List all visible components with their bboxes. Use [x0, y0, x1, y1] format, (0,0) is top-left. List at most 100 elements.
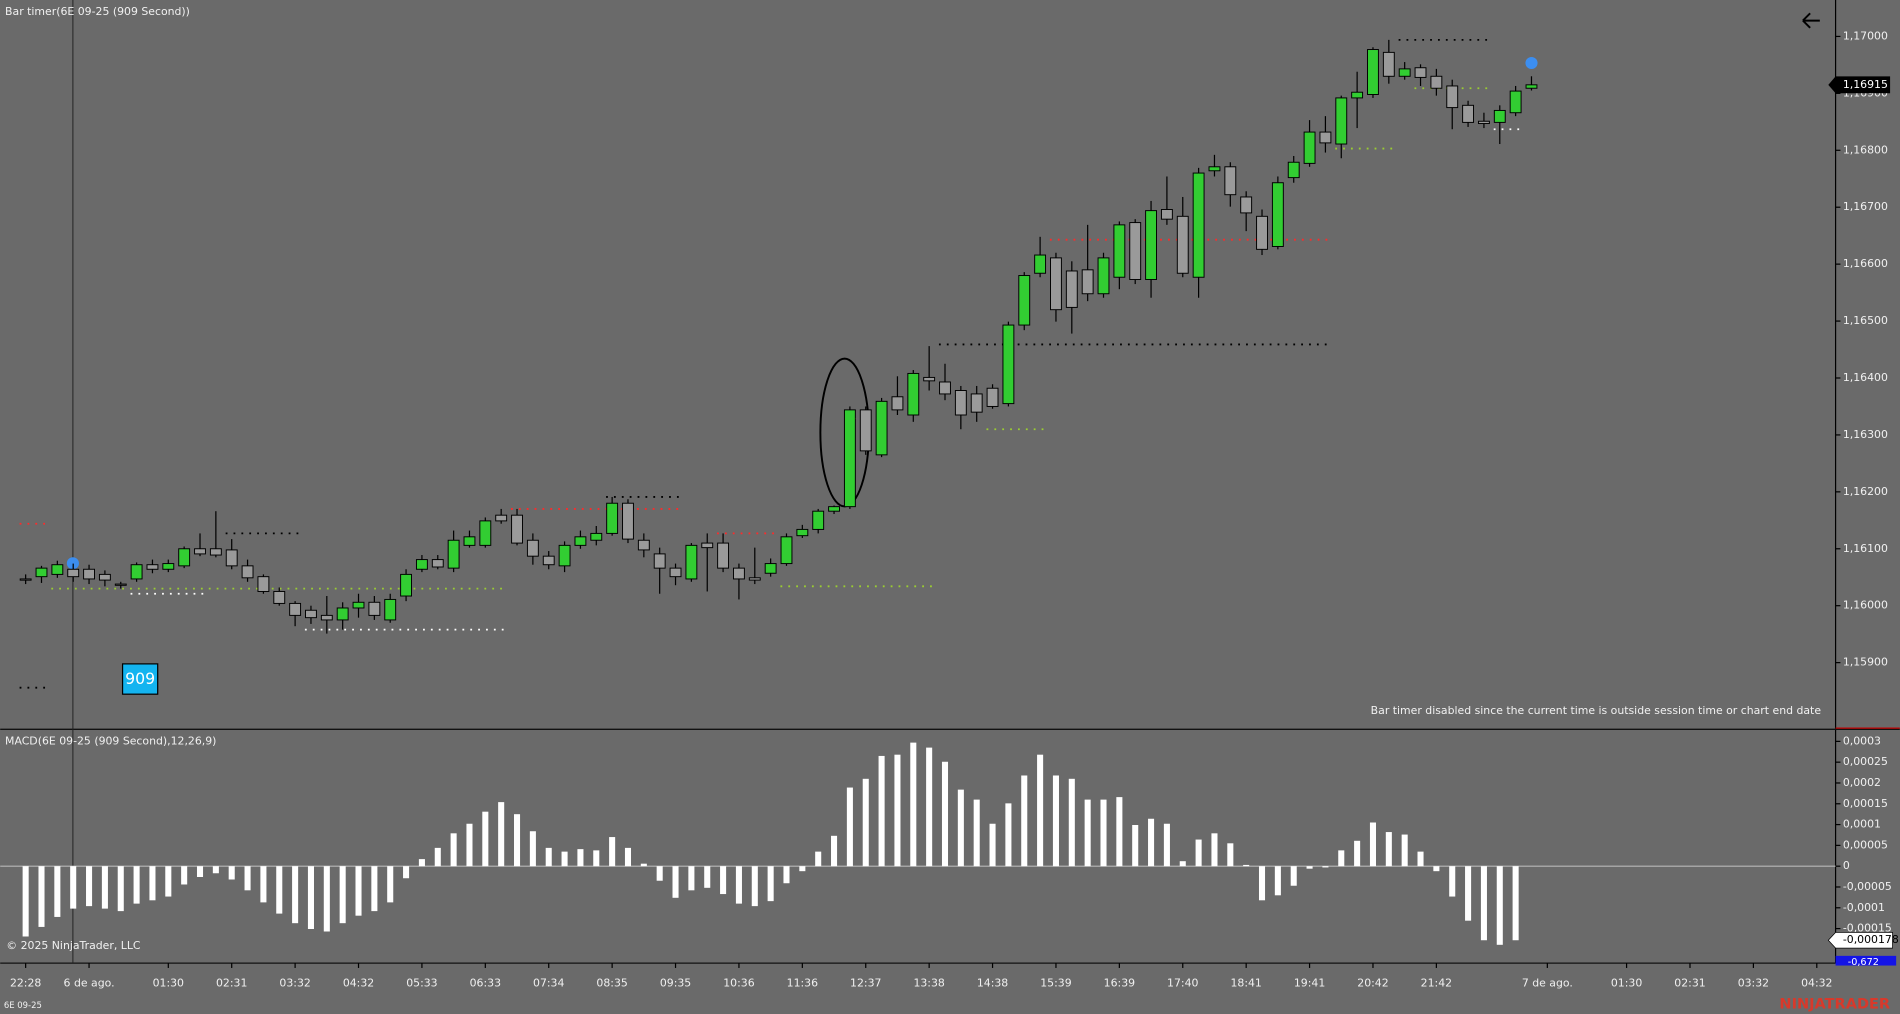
y-tick-label: 1,15900 [1843, 656, 1888, 669]
macd-bar [799, 866, 806, 872]
y-tick-label: 1,16000 [1843, 599, 1888, 612]
macd-bar [1512, 866, 1519, 941]
candle-body [717, 542, 730, 569]
candle-body [495, 514, 508, 522]
candle-body [305, 609, 317, 619]
candle-body [19, 578, 32, 581]
macd-bar [1227, 843, 1234, 867]
candle-body [1002, 324, 1015, 405]
macd-box-label: -0,000178 [1843, 933, 1899, 946]
candle-body [1398, 68, 1411, 77]
macd-bar [1258, 866, 1266, 901]
candle-body [400, 573, 413, 597]
macd-bar [101, 866, 108, 909]
macd-bar [450, 833, 457, 867]
candle-body [1367, 49, 1379, 95]
candle-body [1414, 67, 1427, 78]
candle-body [1335, 97, 1348, 145]
macd-bar [846, 787, 853, 867]
candle-body [67, 568, 80, 578]
candle-body [954, 390, 967, 416]
candle-body [891, 396, 904, 411]
y-tick-label: -0,00005 [1843, 880, 1892, 893]
price-box-label: 1,16915 [1843, 78, 1888, 91]
candle-body [1525, 84, 1538, 89]
candle-body [1493, 109, 1506, 123]
candle-body [1113, 224, 1126, 278]
back-arrow[interactable] [1802, 12, 1820, 29]
candle-body [35, 567, 48, 578]
y-tick-label: 1,16800 [1843, 143, 1888, 156]
x-tick-label: 18:41 [1230, 977, 1261, 990]
macd-bar [1385, 832, 1392, 867]
macd-bar [704, 866, 711, 888]
candle-body [780, 536, 793, 565]
x-tick-label: 05:33 [406, 977, 437, 990]
macd-bar [323, 866, 330, 932]
macd-bar [149, 866, 156, 901]
candle-body [1240, 196, 1253, 214]
candle-body [194, 548, 206, 555]
y-tick-label: 1,16600 [1843, 257, 1888, 270]
timer-value: 909 [125, 669, 155, 688]
macd-bar [973, 799, 980, 867]
x-tick-label: 10:36 [723, 977, 754, 990]
instrument: 6E 09-25 [4, 1000, 42, 1010]
macd-bar [434, 847, 441, 867]
x-tick-label: 16:39 [1104, 977, 1135, 990]
candle-body [336, 607, 349, 621]
candle-body [1176, 215, 1189, 274]
y-tick-label: 1,16500 [1843, 314, 1888, 327]
macd-bar [1100, 799, 1107, 867]
candle-body [796, 528, 809, 537]
x-tick-label: 01:30 [153, 977, 184, 990]
macd-bar [1338, 850, 1345, 867]
x-tick-label: 03:32 [1738, 977, 1769, 990]
candle-body [130, 564, 143, 580]
marker-dot [1525, 56, 1538, 70]
macd-bar [371, 866, 378, 912]
x-tick-label: 06:33 [470, 977, 501, 990]
macd-bar [466, 823, 473, 867]
candle-body [1256, 215, 1268, 250]
candle-body [51, 564, 64, 575]
macd-bar [307, 866, 314, 930]
candle-body [1160, 209, 1173, 220]
candle-body [415, 559, 428, 570]
macd-bar [751, 866, 758, 907]
candle-body [479, 520, 492, 546]
macd-box [1827, 931, 1893, 949]
x-tick-label: 02:31 [216, 977, 247, 990]
y-tick-label: 0,0003 [1843, 734, 1881, 747]
candle-body [1303, 131, 1316, 164]
candle-body [225, 549, 238, 567]
y-tick-label: 1,16300 [1843, 428, 1888, 441]
candle-body [622, 502, 634, 540]
y-tick-label: 1,16700 [1843, 200, 1888, 213]
x-tick-label: 11:36 [787, 977, 818, 990]
x-tick-label: 17:40 [1167, 977, 1198, 990]
candle-body [1050, 257, 1062, 311]
macd-bar [54, 866, 61, 917]
macd-bar [593, 850, 600, 867]
macd-bar [989, 823, 996, 867]
macd-bar [640, 863, 647, 867]
candle-body [1065, 270, 1078, 308]
macd-bar [1195, 839, 1202, 867]
macd-bar [403, 866, 410, 879]
x-tick-label: 08:35 [596, 977, 627, 990]
macd-bar [70, 866, 77, 909]
candle-body [98, 573, 111, 581]
candle-body [1034, 254, 1047, 274]
macd-bar [1354, 840, 1361, 867]
candle-body [1208, 166, 1221, 172]
macd-bar [212, 866, 219, 874]
macd-bar [1449, 866, 1456, 897]
candle-body [558, 544, 571, 567]
macd-bar [1132, 824, 1139, 867]
marker-dot [66, 557, 79, 570]
chart-title: Bar timer(6E 09-25 (909 Second)) [5, 5, 190, 18]
macd-bar [1068, 778, 1075, 867]
x-tick-label: 6 de ago. [64, 977, 115, 990]
